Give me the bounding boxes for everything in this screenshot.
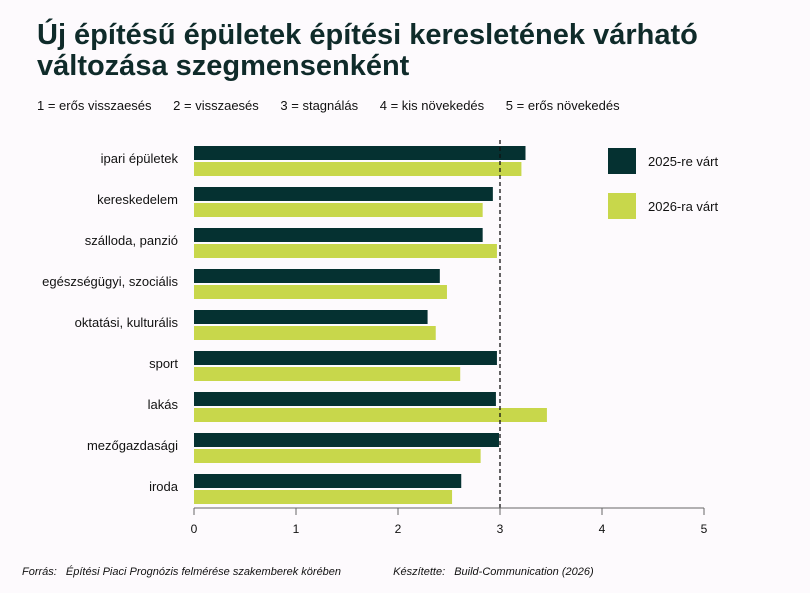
bar-series2: [194, 367, 461, 381]
bar-series1: [194, 269, 440, 283]
bar-series1: [194, 310, 428, 324]
x-tick-label: 1: [293, 522, 300, 536]
bar-series1: [194, 433, 499, 447]
bar-series2: [194, 490, 453, 504]
category-label: szálloda, panzió: [85, 233, 178, 248]
source-label: Forrás:: [22, 566, 57, 578]
source-text: Építési Piaci Prognózis felmérése szakem…: [65, 566, 342, 578]
bar-series2: [194, 244, 497, 258]
category-label: lakás: [148, 397, 179, 412]
bar-series1: [194, 146, 526, 160]
bar-series2: [194, 162, 522, 176]
bar-series1: [194, 392, 496, 406]
bar-series2: [194, 285, 447, 299]
legend-label: 2026-ra várt: [648, 199, 718, 214]
bar-series1: [194, 228, 483, 242]
bar-series2: [194, 449, 481, 463]
author-text: Build-Communication (2026): [454, 566, 594, 578]
category-label: oktatási, kulturális: [75, 315, 179, 330]
x-axis: 0 1 2 3 4 5: [191, 507, 708, 536]
bar-series2: [194, 203, 483, 217]
category-label: egészségügyi, szociális: [42, 274, 178, 289]
footer: Forrás: Építési Piaci Prognózis felmérés…: [22, 566, 600, 578]
x-tick-label: 4: [599, 522, 606, 536]
bar-series1: [194, 187, 493, 201]
legend-label: 2025-re várt: [648, 154, 718, 169]
legend-swatch: [608, 148, 636, 174]
bar-series1: [194, 474, 462, 488]
bars-group: [194, 140, 547, 508]
x-tick-label: 0: [191, 522, 198, 536]
scale-legend-item: 5 = erős növekedés: [505, 98, 620, 113]
category-label: mezőgazdasági: [87, 438, 178, 453]
scale-legend-item: 3 = stagnálás: [280, 98, 359, 113]
category-label: sport: [149, 356, 178, 371]
category-labels: ipari épületek kereskedelem szálloda, panz…: [42, 151, 179, 494]
author-label: Készítette:: [393, 566, 446, 578]
x-tick-label: 2: [395, 522, 402, 536]
category-label: kereskedelem: [97, 192, 178, 207]
scale-legend-item: 1 = erős visszaesés: [37, 98, 152, 113]
bar-series1: [194, 351, 497, 365]
scale-legend: 1 = erős visszaesés 2 = visszaesés 3 = s…: [37, 98, 638, 113]
bar-series2: [194, 326, 436, 340]
scale-legend-item: 2 = visszaesés: [173, 98, 259, 113]
x-tick-label: 5: [701, 522, 708, 536]
legend-swatch: [608, 193, 636, 219]
category-label: ipari épületek: [101, 151, 179, 166]
bar-series2: [194, 408, 547, 422]
category-label: iroda: [149, 479, 179, 494]
bar-chart: ipari épületek kereskedelem szálloda, panz…: [42, 140, 718, 536]
scale-legend-item: 4 = kis növekedés: [379, 98, 485, 113]
chart-legend: 2025-re várt 2026-ra várt: [608, 148, 718, 219]
chart-title: Új építésű épületek építési keresletének…: [37, 19, 698, 82]
x-tick-label: 3: [497, 522, 504, 536]
